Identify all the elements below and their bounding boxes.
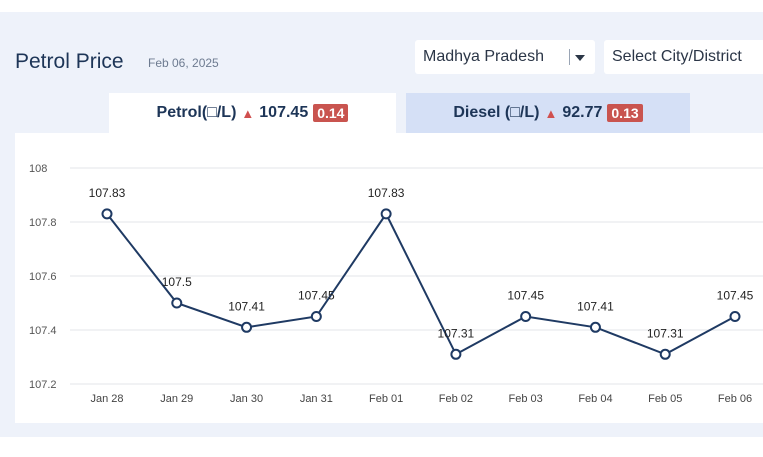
up-arrow-icon: ▲ <box>544 105 558 121</box>
x-tick-label: Feb 06 <box>718 393 752 405</box>
state-select[interactable]: Madhya Pradesh <box>415 40 595 74</box>
data-label: 107.31 <box>647 326 684 340</box>
y-tick-label: 107.4 <box>29 325 57 337</box>
data-label: 107.5 <box>162 275 192 289</box>
x-tick-label: Jan 31 <box>300 393 333 405</box>
data-label: 107.41 <box>228 299 265 313</box>
data-label: 107.83 <box>368 186 405 200</box>
city-select-value: Select City/District <box>612 48 742 65</box>
chevron-down-icon[interactable] <box>575 55 585 61</box>
data-label: 107.31 <box>438 326 475 340</box>
tab-diesel-change-badge: 0.13 <box>607 104 643 122</box>
tab-diesel-label: Diesel (□/L) <box>453 104 540 121</box>
y-tick-label: 108 <box>29 163 47 175</box>
data-label: 107.83 <box>89 186 126 200</box>
data-point <box>450 348 462 360</box>
data-label: 107.45 <box>298 289 335 303</box>
data-point <box>241 321 253 333</box>
page-title: Petrol Price <box>15 50 124 73</box>
x-tick-label: Jan 28 <box>90 393 123 405</box>
data-point <box>729 311 741 322</box>
data-point <box>380 208 392 220</box>
data-point <box>659 348 671 360</box>
x-tick-label: Jan 30 <box>230 393 263 405</box>
y-tick-label: 107.2 <box>29 379 57 391</box>
x-tick-label: Feb 04 <box>578 393 612 405</box>
tab-petrol[interactable]: Petrol(□/L) ▲ 107.45 0.14 <box>109 93 396 133</box>
series-line <box>106 211 736 356</box>
x-tick-label: Feb 05 <box>648 393 682 405</box>
price-date: Feb 06, 2025 <box>148 56 219 70</box>
data-point <box>310 311 322 322</box>
x-tick-label: Jan 29 <box>160 393 193 405</box>
up-arrow-icon: ▲ <box>241 105 255 121</box>
chart-container: 107.2 107.4 107.6 107.8 108 Jan 28 Jan 29 Jan 3… <box>15 133 763 423</box>
data-label: 107.45 <box>507 289 544 303</box>
tab-petrol-price: 107.45 <box>259 104 309 121</box>
tab-petrol-change-badge: 0.14 <box>313 104 349 122</box>
data-point <box>101 208 113 220</box>
x-tick-label: Feb 02 <box>439 393 473 405</box>
data-point <box>520 311 532 322</box>
y-tick-label: 107.8 <box>29 217 57 229</box>
data-point <box>171 297 183 309</box>
tab-diesel-price: 92.77 <box>562 104 603 121</box>
data-point <box>589 321 601 333</box>
x-tick-label: Feb 01 <box>369 393 403 405</box>
y-tick-label: 107.6 <box>29 271 57 283</box>
select-divider <box>569 49 570 65</box>
tab-diesel[interactable]: Diesel (□/L) ▲ 92.77 0.13 <box>406 93 690 133</box>
data-label: 107.41 <box>577 299 614 313</box>
data-label: 107.45 <box>717 289 754 303</box>
x-tick-label: Feb 03 <box>509 393 543 405</box>
tab-petrol-label: Petrol(□/L) <box>156 104 237 121</box>
state-select-value: Madhya Pradesh <box>423 48 544 65</box>
city-select[interactable]: Select City/District <box>604 40 763 74</box>
price-line-chart: 107.2 107.4 107.6 107.8 108 Jan 28 Jan 29 Jan 3… <box>29 163 763 405</box>
